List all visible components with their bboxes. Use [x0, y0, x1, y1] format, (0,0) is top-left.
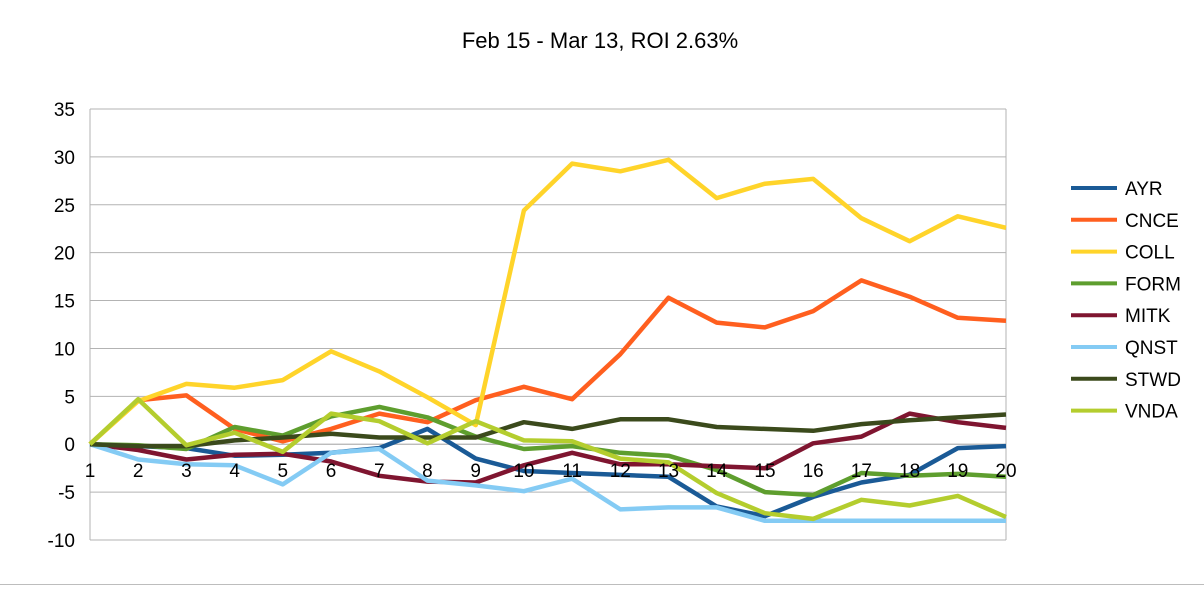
series-line-cnce [88, 278, 1007, 446]
x-tick-label: 20 [995, 461, 1016, 482]
x-tick-label: 18 [899, 461, 920, 482]
series-line-coll [88, 157, 1007, 446]
y-tick-label: 35 [54, 100, 75, 121]
x-tick-label: 15 [754, 461, 775, 482]
x-tick-label: 2 [133, 461, 144, 482]
legend-label-stwd: STWD [1125, 370, 1181, 391]
x-tick-label: 9 [470, 461, 481, 482]
series-line-form [89, 404, 1007, 498]
y-tick-label: 0 [64, 435, 75, 456]
x-tick-label: 5 [278, 461, 289, 482]
legend-label-qnst: QNST [1125, 338, 1178, 359]
series-lines [88, 157, 1007, 524]
y-tick-label: 5 [64, 387, 75, 408]
y-tick-label: 20 [54, 244, 75, 265]
x-tick-label: 13 [658, 461, 679, 482]
axes [89, 109, 1007, 540]
y-tick-label: -5 [58, 483, 75, 504]
legend-label-vnda: VNDA [1125, 402, 1178, 423]
x-tick-label: 6 [326, 461, 337, 482]
legend-label-cnce: CNCE [1125, 211, 1179, 232]
x-tick-label: 7 [374, 461, 385, 482]
y-tick-label: 15 [54, 292, 75, 313]
series-line-vnda [88, 396, 1007, 522]
legend-label-mitk: MITK [1125, 306, 1171, 327]
bottom-divider [0, 584, 1204, 585]
x-tick-label: 19 [947, 461, 968, 482]
series-line-qnst [89, 442, 1006, 524]
legend: AYR CNCE COLL FORM MITK QNST STWD VNDA [1071, 179, 1181, 423]
x-tick-label: 16 [803, 461, 824, 482]
x-tick-label: 1 [85, 461, 96, 482]
legend-label-form: FORM [1125, 274, 1181, 295]
x-tick-label: 17 [851, 461, 872, 482]
x-tick-label: 12 [610, 461, 631, 482]
x-tick-label: 4 [229, 461, 240, 482]
legend-label-coll: COLL [1125, 243, 1175, 264]
x-tick-label: 8 [422, 461, 433, 482]
x-tick-label: 3 [181, 461, 192, 482]
x-tick-label: 11 [562, 461, 582, 482]
y-tick-label: 25 [54, 196, 75, 217]
x-tick-label: 10 [513, 461, 534, 482]
y-tick-label: -10 [48, 531, 75, 552]
series-line-stwd [89, 412, 1007, 449]
legend-label-ayr: AYR [1125, 179, 1163, 200]
y-tick-label: 10 [54, 339, 75, 360]
chart-title: Feb 15 - Mar 13, ROI 2.63% [462, 28, 738, 53]
y-tick-label: 30 [54, 148, 75, 169]
x-tick-label: 14 [706, 461, 728, 482]
series-line-mitk [89, 411, 1007, 485]
